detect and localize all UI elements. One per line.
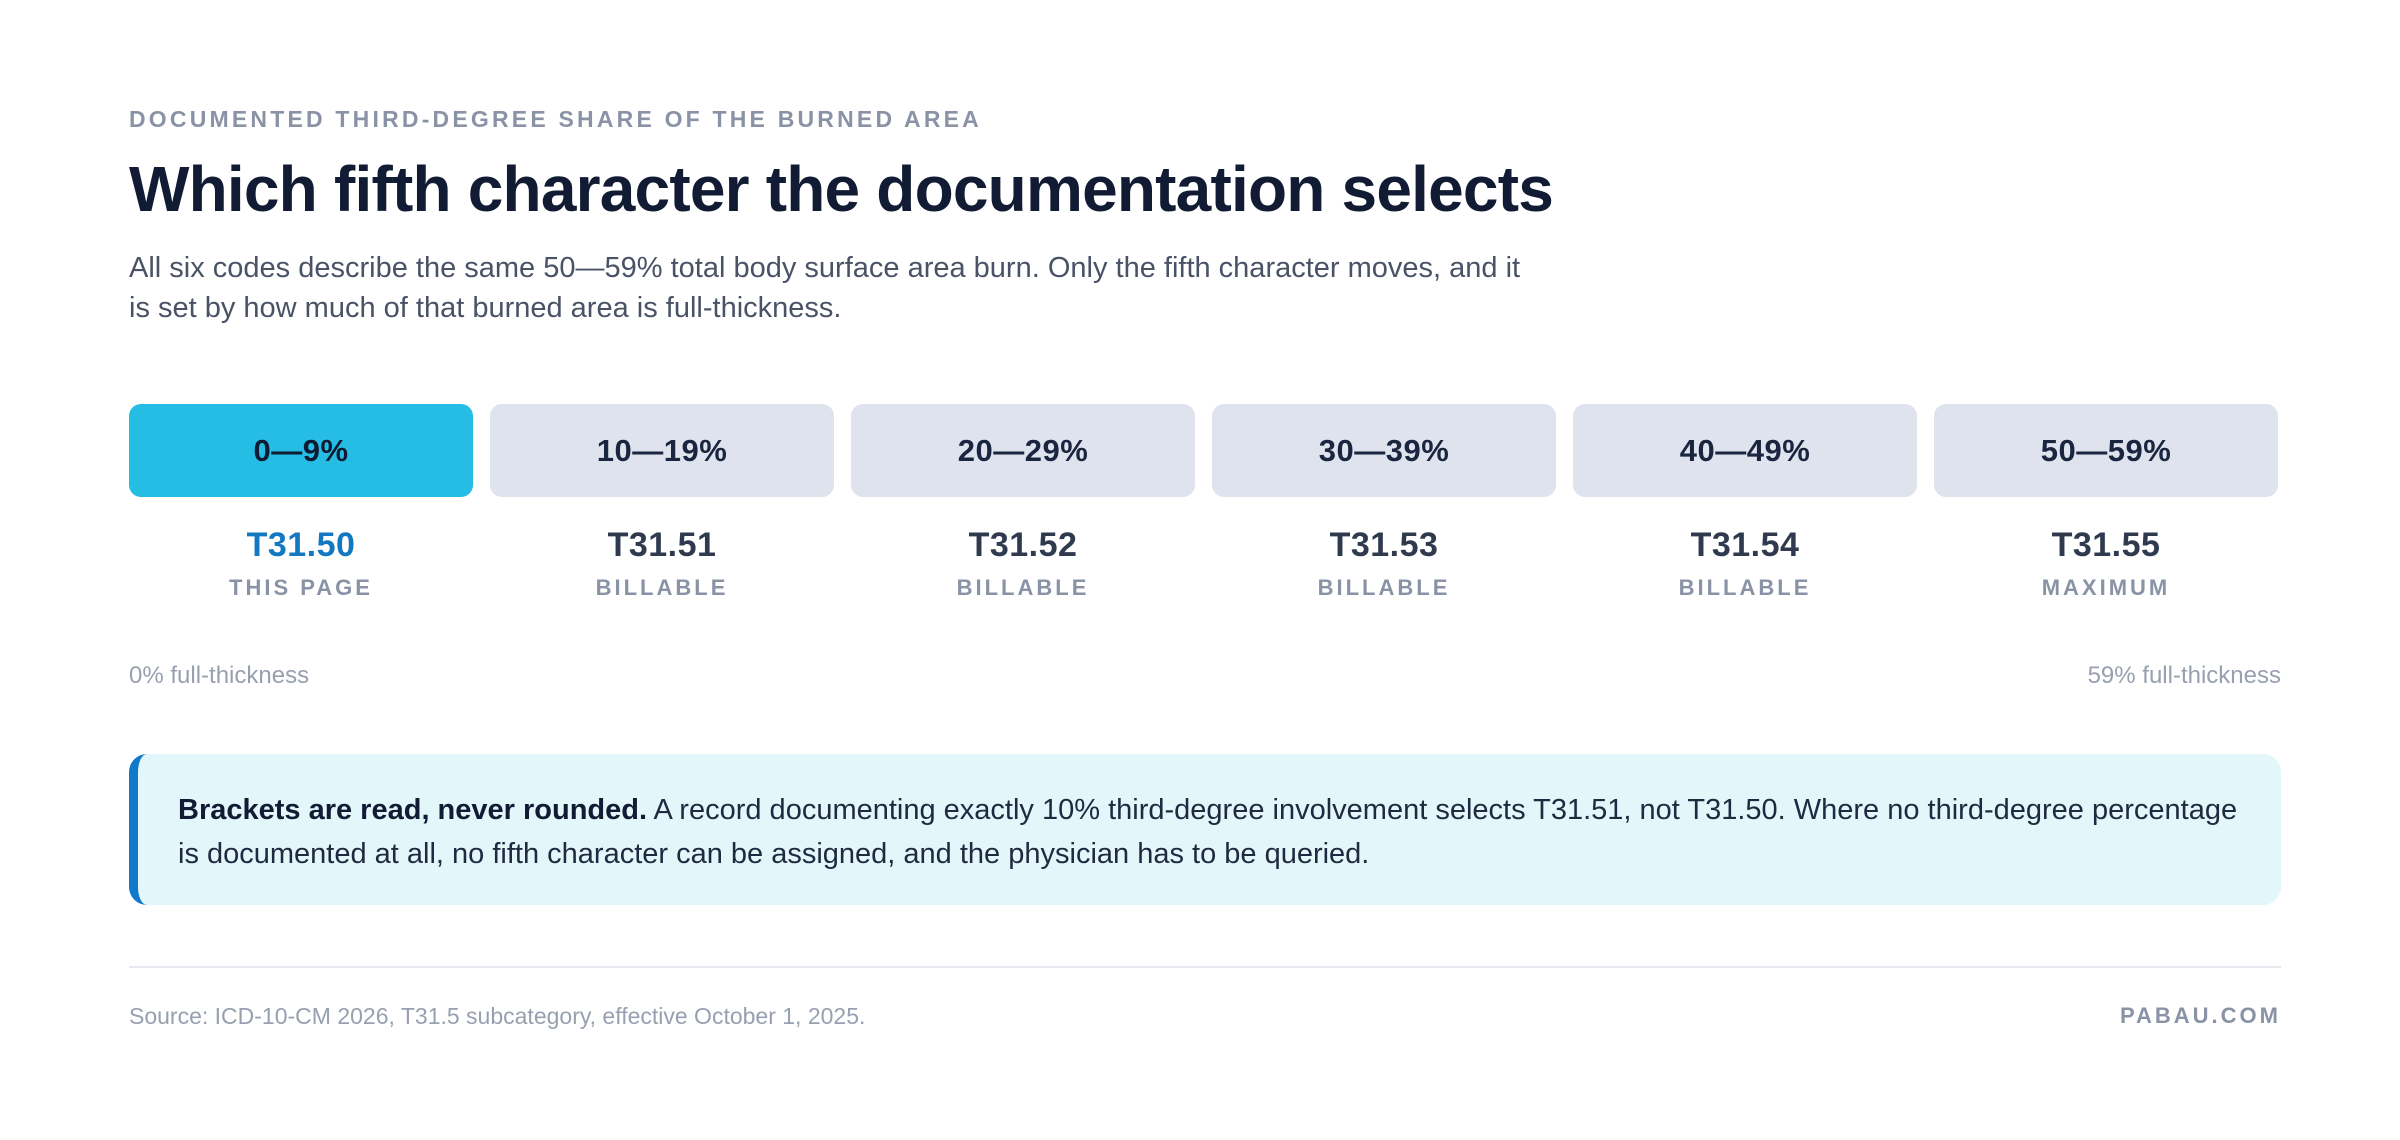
bracket-1[interactable]: 10—19% T31.51 BILLABLE [490, 404, 834, 601]
bracket-code: T31.55 [2051, 526, 2161, 564]
bracket-range: 30—39% [1212, 404, 1556, 497]
scale-min-label: 0% full-thickness [129, 662, 310, 689]
bracket-code: T31.54 [1690, 526, 1800, 564]
callout-note: Brackets are read, never rounded. A reco… [129, 754, 2281, 905]
page-subtitle: All six codes describe the same 50—59% t… [129, 252, 1521, 324]
bracket-range: 20—29% [851, 404, 1195, 497]
scale-max-label: 59% full-thickness [2087, 662, 2281, 689]
footer-divider [129, 966, 2281, 968]
bracket-code: T31.53 [1329, 526, 1439, 564]
bracket-status: BILLABLE [956, 575, 1090, 600]
bracket-status: THIS PAGE [229, 575, 373, 600]
bracket-code: T31.50 [246, 526, 356, 564]
callout-lead: Brackets are read, never rounded. [178, 794, 648, 826]
page-title: Which fifth character the documentation … [129, 153, 1554, 225]
bracket-range: 40—49% [1573, 404, 1917, 497]
bracket-status: BILLABLE [595, 575, 729, 600]
bracket-3[interactable]: 30—39% T31.53 BILLABLE [1212, 404, 1556, 601]
eyebrow-label: DOCUMENTED THIRD-DEGREE SHARE OF THE BUR… [129, 106, 982, 132]
bracket-2[interactable]: 20—29% T31.52 BILLABLE [851, 404, 1195, 601]
bracket-row: 0—9% T31.50 THIS PAGE 10—19% T31.51 BILL… [129, 404, 2281, 601]
brand-label: PABAU.COM [2119, 1003, 2281, 1028]
source-note: Source: ICD-10-CM 2026, T31.5 subcategor… [129, 1003, 866, 1029]
bracket-code: T31.51 [607, 526, 717, 564]
bracket-range: 10—19% [490, 404, 834, 497]
bracket-code: T31.52 [968, 526, 1078, 564]
bracket-status: BILLABLE [1317, 575, 1451, 600]
callout-body: A record documenting exactly 10% third-d… [178, 794, 2238, 870]
bracket-0[interactable]: 0—9% T31.50 THIS PAGE [129, 404, 473, 601]
bracket-status: MAXIMUM [2041, 575, 2171, 600]
bracket-range: 50—59% [1934, 404, 2278, 497]
bracket-4[interactable]: 40—49% T31.54 BILLABLE [1573, 404, 1917, 601]
bracket-5[interactable]: 50—59% T31.55 MAXIMUM [1934, 404, 2278, 601]
page: DOCUMENTED THIRD-DEGREE SHARE OF THE BUR… [129, 0, 2281, 1140]
bracket-range: 0—9% [129, 404, 473, 497]
bracket-status: BILLABLE [1678, 575, 1812, 600]
